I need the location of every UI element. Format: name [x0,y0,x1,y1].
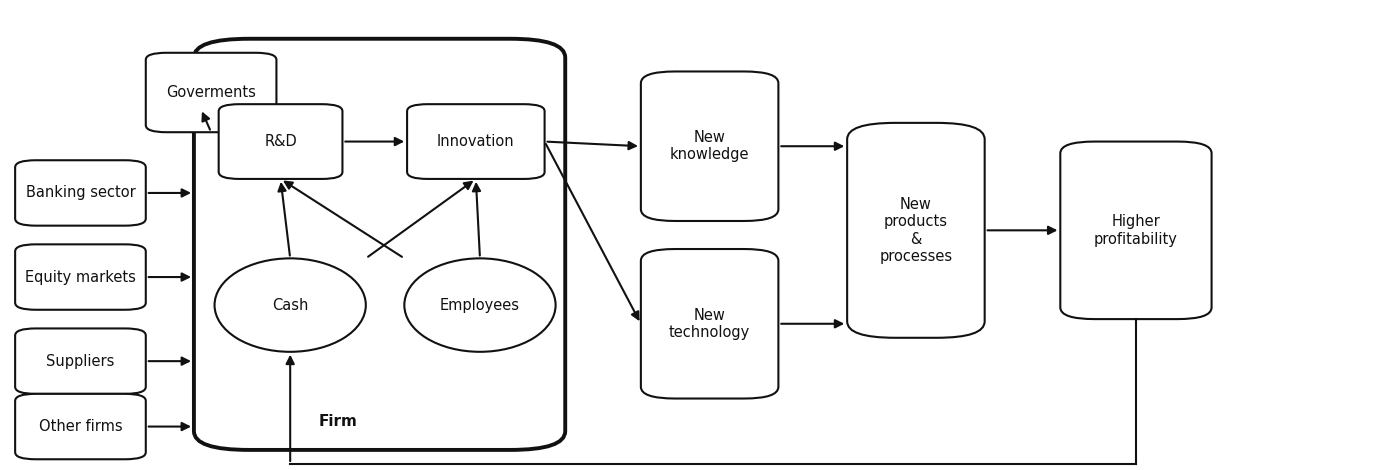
Text: Goverments: Goverments [167,85,256,100]
Text: Suppliers: Suppliers [47,353,114,368]
FancyBboxPatch shape [15,329,146,394]
Text: New
knowledge: New knowledge [670,130,750,163]
FancyBboxPatch shape [15,160,146,226]
Text: Banking sector: Banking sector [26,186,135,200]
Text: Employees: Employees [440,298,520,313]
FancyBboxPatch shape [407,104,544,179]
FancyBboxPatch shape [1060,141,1211,319]
Text: Equity markets: Equity markets [25,270,136,284]
Text: Innovation: Innovation [437,134,514,149]
FancyBboxPatch shape [146,53,277,132]
FancyBboxPatch shape [847,123,985,338]
FancyBboxPatch shape [15,394,146,459]
FancyBboxPatch shape [641,71,779,221]
FancyBboxPatch shape [641,249,779,399]
Text: Other firms: Other firms [39,419,123,434]
Text: Firm: Firm [318,415,358,430]
Ellipse shape [215,258,365,352]
Ellipse shape [404,258,555,352]
Text: R&D: R&D [265,134,296,149]
Text: New
products
&
processes: New products & processes [879,197,952,264]
Text: Cash: Cash [271,298,309,313]
FancyBboxPatch shape [15,244,146,310]
Text: New
technology: New technology [668,307,750,340]
FancyBboxPatch shape [219,104,343,179]
Text: Higher
profitability: Higher profitability [1094,214,1178,247]
FancyBboxPatch shape [194,39,565,450]
